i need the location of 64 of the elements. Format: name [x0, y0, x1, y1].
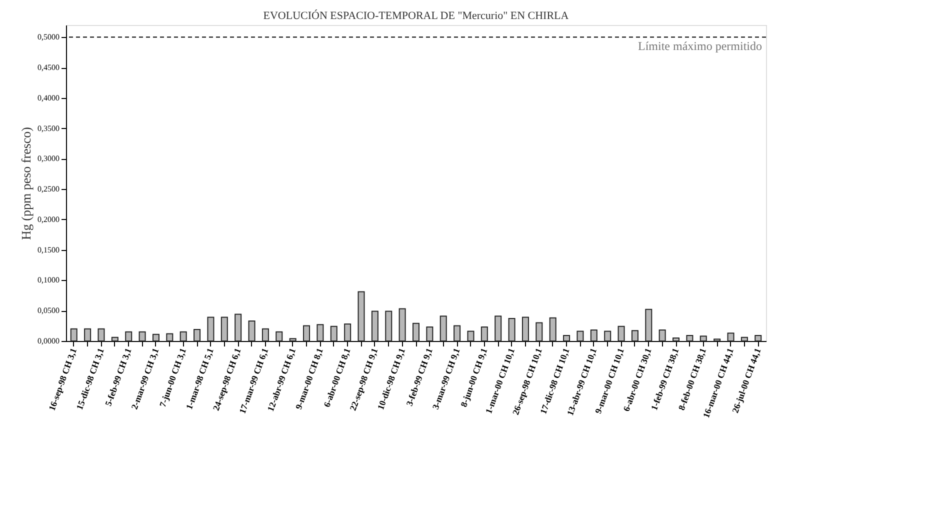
bar: [330, 326, 338, 342]
bar: [672, 337, 680, 342]
bar: [727, 332, 734, 342]
bar: [371, 310, 378, 342]
y-tick-label: 0,0500: [38, 306, 60, 316]
bar: [220, 316, 228, 342]
bar: [385, 310, 392, 342]
bar: [248, 320, 256, 342]
y-tick-label: 0,4000: [38, 93, 60, 102]
y-tick-label: 0,4500: [38, 63, 60, 72]
ref-line-label: Límite máximo permitido: [638, 39, 762, 54]
bar: [604, 330, 612, 342]
chart-title: EVOLUCIÓN ESPACIO-TEMPORAL DE "Mercurio" EN CHIRLA: [263, 9, 569, 22]
bar: [166, 333, 174, 342]
bar: [207, 316, 214, 342]
y-tick-label: 0,3500: [38, 124, 60, 133]
bar: [467, 330, 474, 342]
bar: [508, 318, 516, 342]
bar: [645, 308, 652, 342]
y-tick-label: 0,1500: [38, 245, 60, 254]
bar: [549, 317, 556, 342]
bar: [740, 336, 748, 342]
bar: [358, 291, 365, 342]
bar: [398, 308, 406, 342]
bar: [289, 338, 296, 342]
bar: [262, 328, 269, 342]
bar: [180, 331, 187, 342]
bar: [700, 336, 707, 342]
bar: [276, 331, 283, 342]
bar: [658, 330, 666, 342]
y-tick-label: 0,0000: [38, 336, 60, 346]
y-tick-label: 0,3000: [38, 154, 60, 164]
bar: [303, 325, 310, 342]
y-tick-label: 0,5000: [38, 32, 60, 42]
y-axis-title: Hg (ppm peso fresco): [18, 127, 34, 240]
bar: [454, 325, 461, 342]
bar: [98, 328, 105, 342]
bar: [152, 334, 160, 342]
bar: [316, 324, 324, 342]
bar: [618, 326, 625, 342]
bar: [754, 335, 762, 342]
bar: [234, 314, 242, 342]
bar: [590, 330, 598, 342]
bar: [426, 326, 434, 342]
bar: [70, 328, 78, 342]
y-tick-label: 0,2500: [38, 184, 60, 194]
bar: [111, 336, 118, 342]
bar: [480, 326, 488, 342]
bar: [344, 323, 352, 342]
bar: [412, 322, 420, 342]
bar: [125, 331, 132, 342]
bar: [494, 316, 502, 342]
bar: [536, 322, 543, 342]
bar: [194, 328, 201, 342]
bar: [631, 330, 638, 342]
bar: [522, 316, 529, 342]
y-tick-label: 0,2000: [38, 214, 60, 224]
bar: [686, 335, 694, 342]
bar: [84, 328, 92, 342]
bar: [138, 331, 146, 342]
bar: [440, 316, 447, 342]
bar: [563, 335, 570, 342]
y-tick-label: 0,1000: [38, 276, 60, 285]
bar: [576, 330, 584, 342]
